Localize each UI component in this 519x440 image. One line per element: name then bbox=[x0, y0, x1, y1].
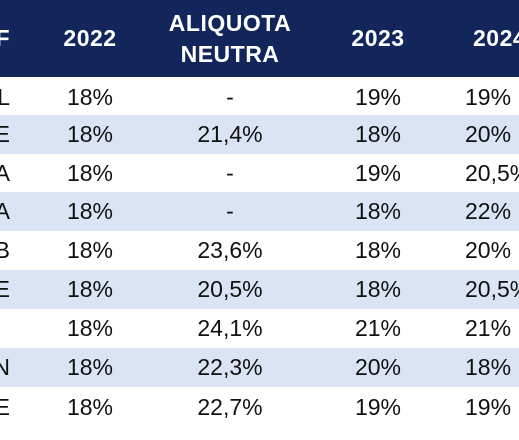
cell-state: E bbox=[0, 276, 10, 302]
header-2023: 2023 bbox=[351, 25, 405, 51]
cell-2024: 20% bbox=[465, 121, 512, 147]
cell-aliquota-neutra: 22,3% bbox=[197, 354, 263, 380]
cell-2022: 18% bbox=[66, 237, 114, 263]
table-row: E 18% 22,7% 19% 19% bbox=[0, 388, 519, 427]
cell-state bbox=[0, 309, 10, 348]
header-aliquota-line1: ALIQUOTA bbox=[168, 9, 292, 36]
table-header: F 2022 ALIQUOTA NEUTRA 2023 2024 bbox=[0, 0, 519, 77]
cell-2024: 19% bbox=[465, 394, 512, 420]
cell-2022: 18% bbox=[66, 354, 114, 380]
cell-2024: 21% bbox=[465, 315, 512, 341]
cell-2024: 20,5% bbox=[465, 276, 519, 302]
cell-state: E bbox=[0, 121, 10, 147]
cell-2024: 20,5% bbox=[465, 160, 519, 186]
cell-state: A bbox=[0, 160, 10, 186]
cell-2022: 18% bbox=[66, 315, 114, 341]
cell-aliquota-neutra: 21,4% bbox=[197, 121, 263, 147]
cell-aliquota-neutra: 20,5% bbox=[197, 276, 263, 302]
cell-aliquota-neutra: - bbox=[226, 160, 234, 186]
cell-2024: 22% bbox=[465, 198, 512, 224]
table-row: A 18% - 19% 20,5% bbox=[0, 154, 519, 193]
cell-2023: 18% bbox=[354, 121, 402, 147]
cell-2022: 18% bbox=[66, 121, 114, 147]
cell-2023: 19% bbox=[354, 394, 402, 420]
cell-2024: 20% bbox=[465, 237, 512, 263]
header-aliquota-neutra: ALIQUOTA NEUTRA bbox=[165, 0, 295, 77]
cell-2024: 18% bbox=[465, 354, 512, 380]
cell-aliquota-neutra: 22,7% bbox=[197, 394, 263, 420]
cell-state: E bbox=[0, 394, 10, 420]
cell-2023: 21% bbox=[354, 315, 402, 341]
cell-2023: 19% bbox=[354, 160, 402, 186]
cell-2022: 18% bbox=[66, 198, 114, 224]
cell-state: N bbox=[0, 354, 10, 380]
header-state: F bbox=[0, 25, 10, 51]
cell-state: B bbox=[0, 237, 10, 263]
cell-2023: 20% bbox=[354, 354, 402, 380]
table-row: B 18% 23,6% 18% 20% bbox=[0, 231, 519, 270]
cell-2024: 19% bbox=[465, 84, 512, 110]
cell-state: A bbox=[0, 198, 10, 224]
table-row: L 18% - 19% 19% bbox=[0, 78, 519, 117]
table-row: N 18% 22,3% 20% 18% bbox=[0, 348, 519, 387]
cell-2023: 18% bbox=[354, 276, 402, 302]
table-row: 18% 24,1% 21% 21% bbox=[0, 309, 519, 348]
cell-2022: 18% bbox=[66, 84, 114, 110]
cell-aliquota-neutra: 24,1% bbox=[197, 315, 263, 341]
header-2022: 2022 bbox=[63, 25, 117, 51]
cell-2023: 18% bbox=[354, 198, 402, 224]
table-row: A 18% - 18% 22% bbox=[0, 192, 519, 231]
cell-state: L bbox=[0, 84, 10, 110]
cell-2023: 19% bbox=[354, 84, 402, 110]
table-row: E 18% 21,4% 18% 20% bbox=[0, 115, 519, 154]
cell-aliquota-neutra: 23,6% bbox=[197, 237, 263, 263]
header-aliquota-line2: NEUTRA bbox=[180, 40, 280, 67]
cell-2022: 18% bbox=[66, 394, 114, 420]
cell-2022: 18% bbox=[66, 160, 114, 186]
cell-aliquota-neutra: - bbox=[226, 198, 234, 224]
cell-2023: 18% bbox=[354, 237, 402, 263]
cell-aliquota-neutra: - bbox=[226, 84, 234, 110]
cell-2022: 18% bbox=[66, 276, 114, 302]
table-row: E 18% 20,5% 18% 20,5% bbox=[0, 270, 519, 309]
header-2024: 2024 bbox=[473, 25, 519, 51]
